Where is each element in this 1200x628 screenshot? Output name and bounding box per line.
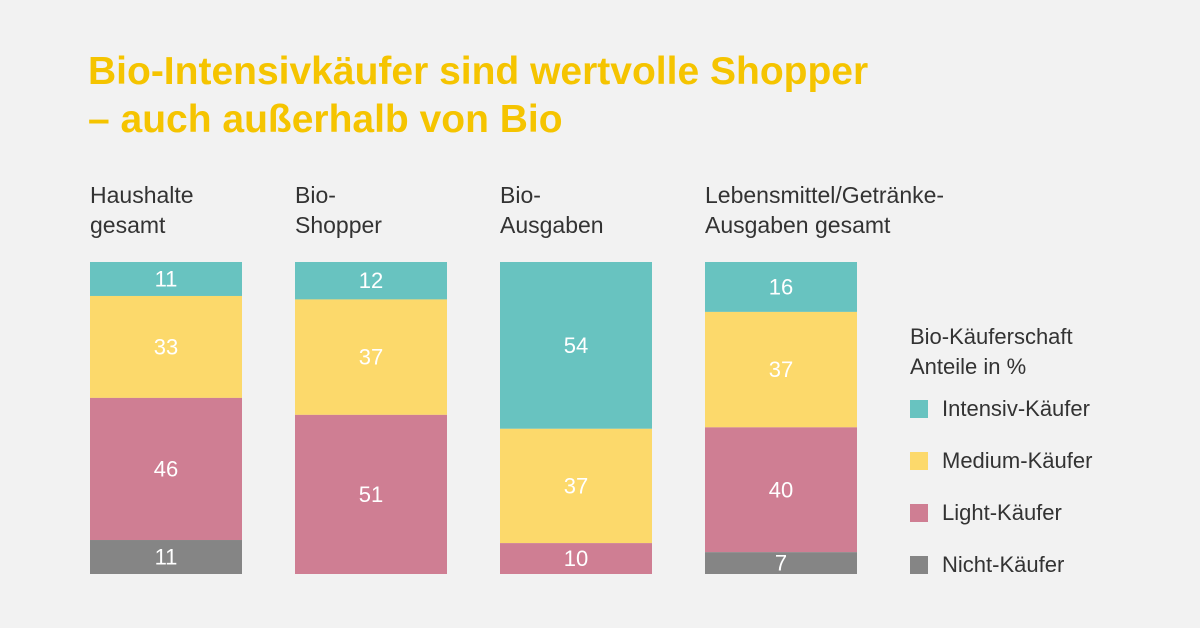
data-label-medium-2: 37 bbox=[359, 345, 383, 370]
data-label-light-3: 10 bbox=[564, 546, 588, 571]
category-label-line-2: Ausgaben gesamt bbox=[705, 212, 891, 238]
legend-swatch-intensiv bbox=[910, 400, 928, 418]
bar-segment-nicht-1 bbox=[90, 540, 242, 574]
legend-item-light: Light-Käufer bbox=[910, 500, 1092, 526]
legend-swatch-light bbox=[910, 504, 928, 522]
legend-swatch-medium bbox=[910, 452, 928, 470]
legend-title: Bio-Käuferschaft Anteile in % bbox=[910, 322, 1092, 382]
bar-segment-intensiv-2 bbox=[295, 262, 447, 300]
category-label-line-2: Shopper bbox=[295, 212, 382, 238]
category-label-bio-shopper: Bio- Shopper bbox=[295, 180, 575, 240]
data-label-medium-1: 33 bbox=[154, 334, 178, 359]
bar-segment-intensiv-4 bbox=[705, 262, 857, 312]
category-label-line-1: Bio- bbox=[500, 182, 541, 208]
data-label-intensiv-4: 16 bbox=[769, 274, 793, 299]
category-label-line-1: Haushalte bbox=[90, 182, 194, 208]
data-label-nicht-1: 11 bbox=[155, 545, 178, 570]
bar-segment-light-1 bbox=[90, 397, 242, 541]
legend-label-light: Light-Käufer bbox=[942, 500, 1062, 525]
data-label-intensiv-2: 12 bbox=[359, 268, 383, 293]
category-label-bio-ausgaben: Bio- Ausgaben bbox=[500, 180, 780, 240]
category-label-line-1: Lebensmittel/Getränke- bbox=[705, 182, 945, 208]
legend-title-line-2: Anteile in % bbox=[910, 354, 1027, 379]
bar-segment-medium-4 bbox=[705, 311, 857, 428]
bar-segment-intensiv-3 bbox=[500, 262, 652, 429]
legend-title-line-1: Bio-Käuferschaft bbox=[910, 324, 1073, 349]
data-label-light-2: 51 bbox=[359, 482, 383, 507]
legend-item-medium: Medium-Käufer bbox=[910, 448, 1092, 474]
legend-label-medium: Medium-Käufer bbox=[942, 448, 1093, 473]
data-label-intensiv-1: 11 bbox=[155, 266, 178, 291]
data-label-medium-4: 37 bbox=[769, 357, 793, 382]
data-label-intensiv-3: 54 bbox=[564, 333, 588, 358]
data-label-nicht-4: 7 bbox=[775, 551, 787, 576]
category-label-haushalte: Haushalte gesamt bbox=[90, 180, 370, 240]
legend-item-nicht: Nicht-Käufer bbox=[910, 552, 1092, 578]
data-label-light-4: 40 bbox=[769, 477, 793, 502]
legend-swatch-nicht bbox=[910, 556, 928, 574]
legend-label-nicht: Nicht-Käufer bbox=[942, 552, 1065, 577]
category-label-line-1: Bio- bbox=[295, 182, 336, 208]
bar-segment-light-3 bbox=[500, 543, 652, 574]
data-label-medium-3: 37 bbox=[564, 473, 588, 498]
chart-title: Bio-Intensivkäufer sind wertvolle Shoppe… bbox=[88, 48, 1088, 144]
chart-title-line-1: Bio-Intensivkäufer sind wertvolle Shoppe… bbox=[88, 50, 869, 93]
legend-label-intensiv: Intensiv-Käufer bbox=[942, 396, 1090, 421]
data-label-light-1: 46 bbox=[154, 456, 178, 481]
chart-title-line-2: – auch außerhalb von Bio bbox=[88, 98, 563, 141]
bar-segment-intensiv-1 bbox=[90, 262, 242, 296]
bar-segment-medium-2 bbox=[295, 299, 447, 415]
bar-segment-light-2 bbox=[295, 414, 447, 574]
bar-segment-light-4 bbox=[705, 427, 857, 553]
category-label-line-2: gesamt bbox=[90, 212, 166, 238]
bar-segment-medium-1 bbox=[90, 295, 242, 398]
bar-segment-medium-3 bbox=[500, 428, 652, 544]
category-label-line-2: Ausgaben bbox=[500, 212, 604, 238]
bar-segment-nicht-4 bbox=[705, 552, 857, 574]
legend-item-intensiv: Intensiv-Käufer bbox=[910, 396, 1092, 422]
legend: Bio-Käuferschaft Anteile in % Intensiv-K… bbox=[910, 322, 1092, 604]
category-label-lebensmittel: Lebensmittel/Getränke- Ausgaben gesamt bbox=[705, 180, 985, 240]
